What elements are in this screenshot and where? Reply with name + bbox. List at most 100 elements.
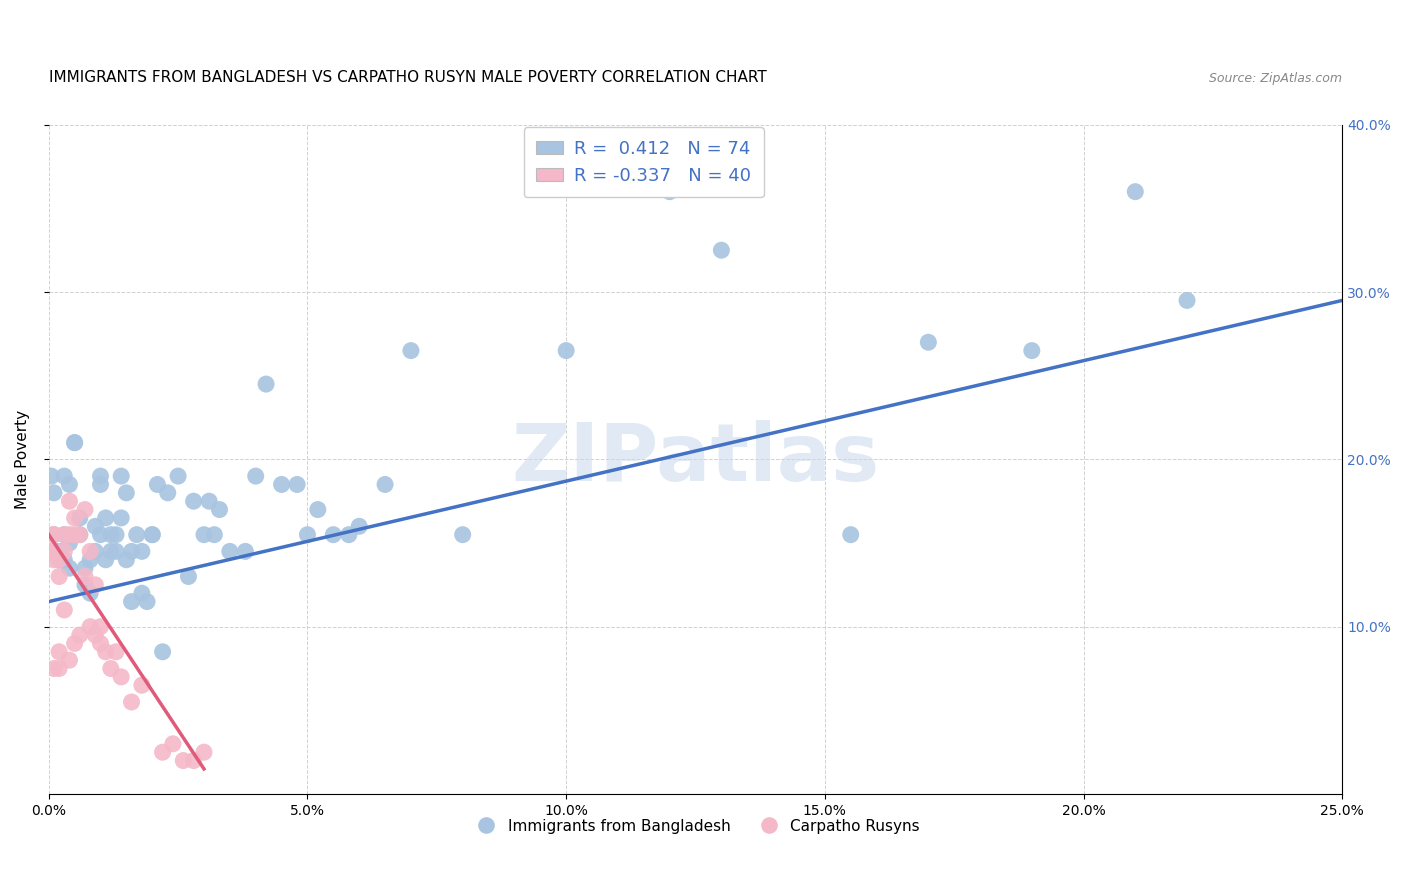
Point [39, 544, 62, 558]
Point [270, 477, 292, 491]
Point [89, 527, 111, 541]
Point [63, 527, 86, 541]
Point [53, 527, 76, 541]
Point [193, 745, 215, 759]
Point [121, 594, 143, 608]
Point [121, 544, 143, 558]
Point [42, 527, 65, 541]
Point [100, 661, 122, 675]
Point [202, 527, 225, 541]
Point [198, 494, 221, 508]
Point [146, 477, 169, 491]
Point [42, 661, 65, 675]
Point [100, 527, 122, 541]
Point [84, 519, 107, 533]
Point [131, 544, 153, 558]
Point [177, 569, 200, 583]
Point [48, 661, 70, 675]
Point [710, 244, 733, 258]
Point [658, 185, 681, 199]
Point [451, 527, 474, 541]
Point [1021, 343, 1043, 358]
Point [63, 511, 86, 525]
Point [48, 645, 70, 659]
Point [73, 569, 96, 583]
Point [156, 486, 179, 500]
Point [79, 553, 101, 567]
Point [131, 586, 153, 600]
Point [53, 553, 76, 567]
Text: IMMIGRANTS FROM BANGLADESH VS CARPATHO RUSYN MALE POVERTY CORRELATION CHART: IMMIGRANTS FROM BANGLADESH VS CARPATHO R… [49, 70, 766, 85]
Point [285, 477, 308, 491]
Point [125, 527, 148, 541]
Point [115, 486, 138, 500]
Point [42, 527, 65, 541]
Point [183, 494, 205, 508]
Point [69, 628, 91, 642]
Point [84, 544, 107, 558]
Point [105, 527, 128, 541]
Point [94, 511, 117, 525]
Point [245, 469, 267, 483]
Point [254, 377, 277, 392]
Point [73, 502, 96, 516]
Point [79, 586, 101, 600]
Point [110, 670, 132, 684]
Point [48, 553, 70, 567]
Point [69, 527, 91, 541]
Point [917, 335, 939, 350]
Point [73, 578, 96, 592]
Point [48, 544, 70, 558]
Point [322, 527, 344, 541]
Point [53, 603, 76, 617]
Point [69, 527, 91, 541]
Point [53, 544, 76, 558]
Point [94, 645, 117, 659]
Text: Source: ZipAtlas.com: Source: ZipAtlas.com [1209, 71, 1343, 85]
Point [297, 527, 319, 541]
Point [399, 343, 422, 358]
Point [53, 527, 76, 541]
Point [172, 754, 194, 768]
Point [84, 628, 107, 642]
Point [105, 645, 128, 659]
Point [89, 477, 111, 491]
Point [89, 620, 111, 634]
Point [131, 678, 153, 692]
Point [79, 620, 101, 634]
Point [63, 636, 86, 650]
Point [152, 745, 174, 759]
Point [218, 544, 240, 558]
Point [105, 544, 128, 558]
Point [1123, 185, 1146, 199]
Point [141, 527, 163, 541]
Point [48, 569, 70, 583]
Point [63, 435, 86, 450]
Point [53, 469, 76, 483]
Point [58, 494, 80, 508]
Point [1175, 293, 1198, 308]
Point [235, 544, 257, 558]
Point [208, 502, 231, 516]
Point [183, 754, 205, 768]
Point [42, 553, 65, 567]
Point [41, 469, 63, 483]
Point [141, 527, 163, 541]
Point [115, 553, 138, 567]
Point [110, 511, 132, 525]
Point [89, 636, 111, 650]
Y-axis label: Male Poverty: Male Poverty [15, 409, 30, 509]
Point [42, 527, 65, 541]
Point [58, 561, 80, 575]
Point [73, 561, 96, 575]
Point [84, 578, 107, 592]
Point [136, 594, 159, 608]
Point [58, 653, 80, 667]
Point [307, 502, 329, 516]
Point [839, 527, 862, 541]
Point [58, 527, 80, 541]
Point [162, 737, 184, 751]
Point [42, 486, 65, 500]
Point [152, 645, 174, 659]
Point [100, 544, 122, 558]
